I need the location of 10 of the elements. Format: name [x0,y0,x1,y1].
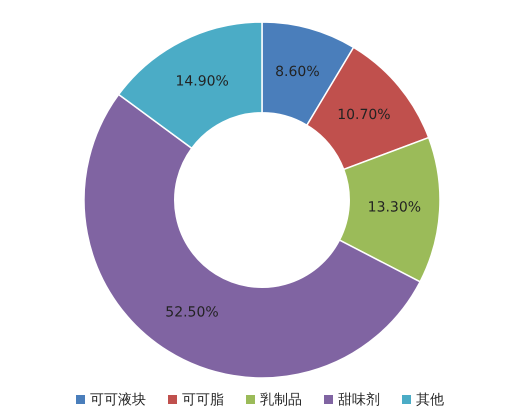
data-label: 52.50% [165,304,219,320]
data-label: 10.70% [337,106,391,123]
legend-label: 可可脂 [182,392,224,408]
data-label: 8.60% [275,64,320,80]
legend-label: 可可液块 [90,392,146,408]
legend-label: 其他 [416,392,444,408]
data-label: 13.30% [368,200,422,216]
data-label: 14.90% [175,73,229,90]
legend-label: 甜味剂 [338,392,380,408]
legend-label: 乳制品 [260,392,302,408]
